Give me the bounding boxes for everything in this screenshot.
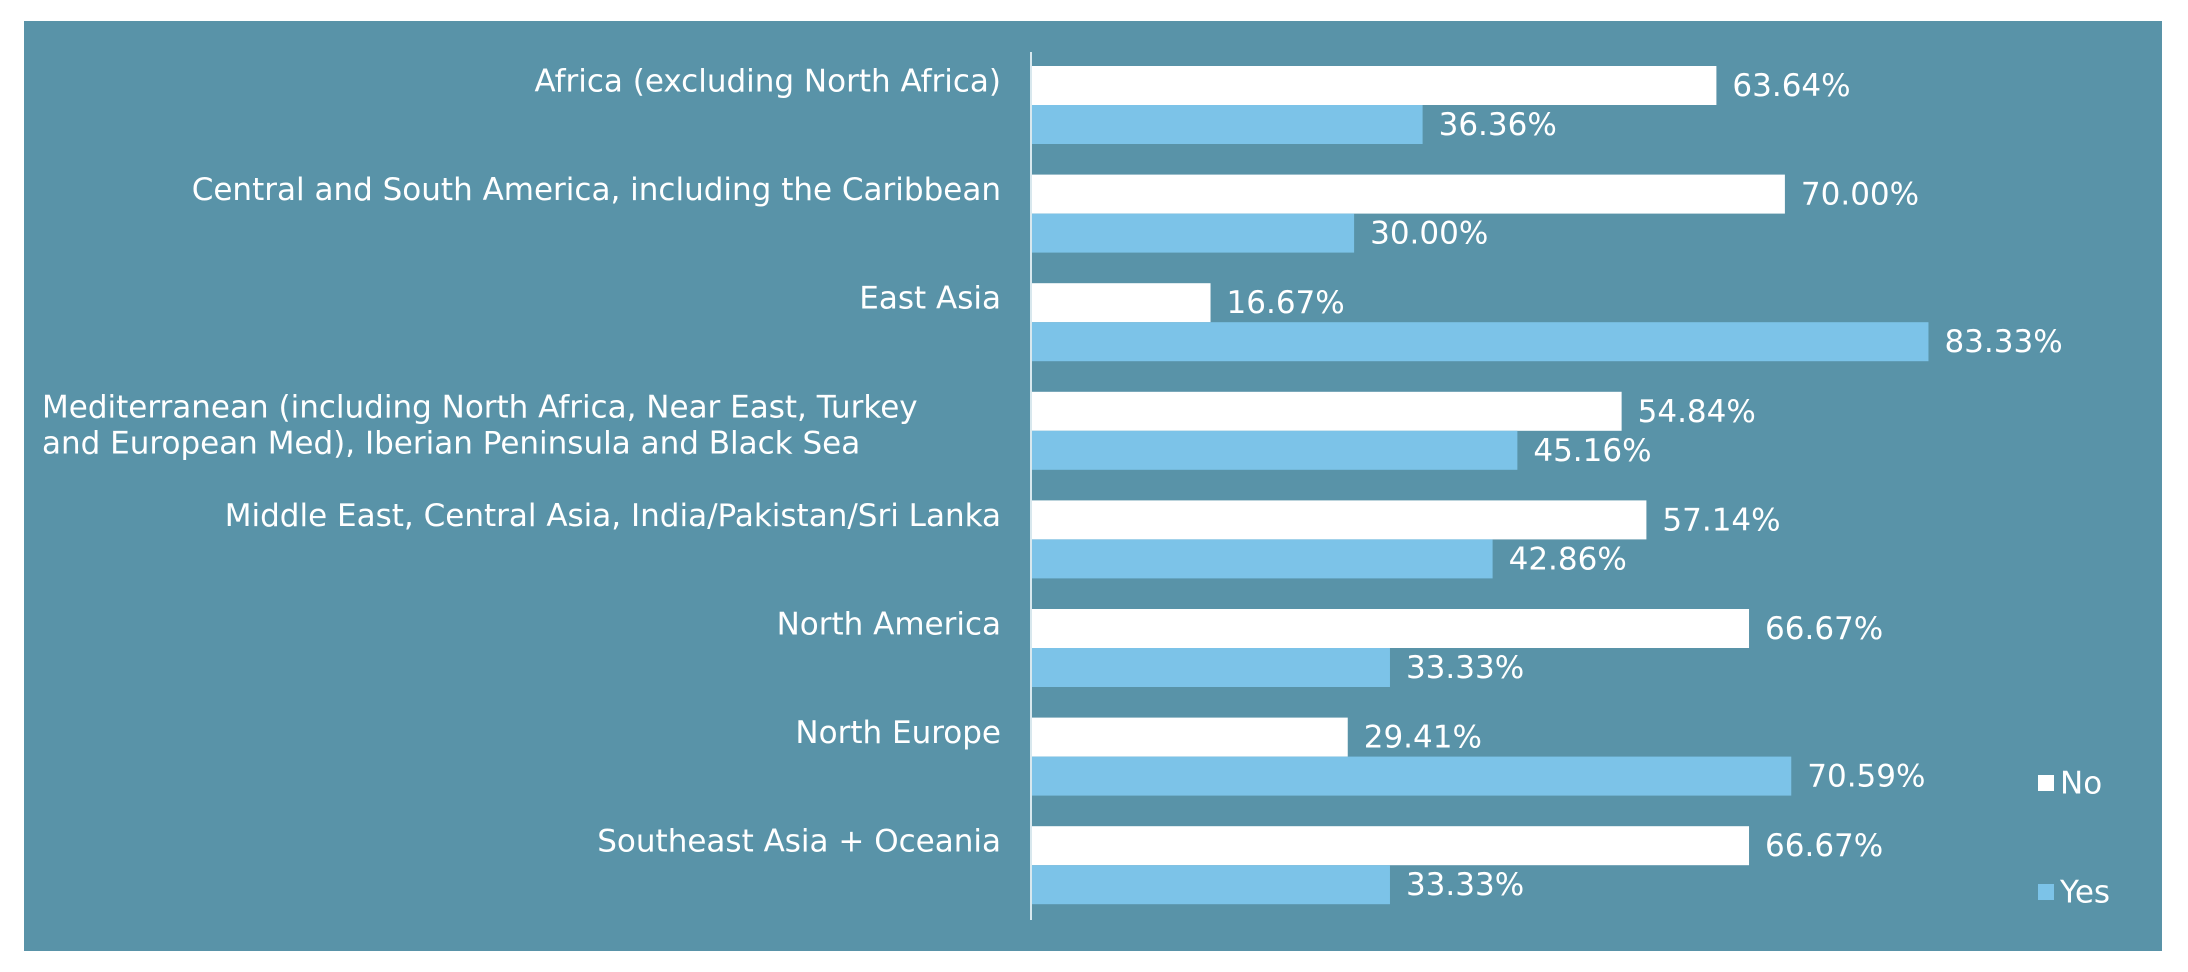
- category-label: Southeast Asia + Oceania: [597, 824, 1001, 860]
- data-label: 45.16%: [1533, 433, 1651, 469]
- category-label: North Europe: [795, 715, 1001, 751]
- data-label: 70.00%: [1801, 177, 1919, 213]
- category-label: Central and South America, including the…: [192, 172, 1001, 208]
- bar-yes: [1031, 539, 1493, 579]
- data-label: 42.86%: [1509, 541, 1627, 577]
- bar-yes: [1031, 105, 1423, 144]
- category-label: Middle East, Central Asia, India/Pakista…: [225, 498, 1001, 534]
- data-label: 16.67%: [1227, 285, 1345, 321]
- category-label: and European Med), Iberian Peninsula and…: [42, 425, 860, 461]
- bar-yes: [1031, 865, 1390, 905]
- category-label: North America: [777, 607, 1001, 643]
- data-label: 54.84%: [1638, 394, 1756, 430]
- data-label: 30.00%: [1370, 216, 1488, 252]
- labels-layer: Africa (excluding North Africa) 63.64% 36.…: [42, 64, 2063, 904]
- data-label: 66.67%: [1765, 611, 1883, 647]
- bar-no: [1031, 66, 1717, 105]
- legend-swatch-no: [2038, 775, 2054, 791]
- bar-no: [1031, 826, 1750, 866]
- legend: No Yes: [2038, 766, 2110, 911]
- data-label: 83.33%: [1944, 324, 2062, 360]
- legend-label-yes: Yes: [2059, 875, 2110, 911]
- legend-swatch-yes: [2038, 884, 2054, 900]
- bar-yes: [1031, 756, 1792, 796]
- bar-no: [1031, 174, 1785, 214]
- data-label: 36.36%: [1439, 107, 1557, 143]
- data-label: 33.33%: [1406, 650, 1524, 686]
- category-label: East Asia: [859, 281, 1001, 317]
- bar-no: [1031, 500, 1647, 540]
- bar-no: [1031, 717, 1348, 757]
- bar-no: [1031, 391, 1622, 431]
- data-label: 57.14%: [1662, 502, 1780, 538]
- data-label: 70.59%: [1807, 759, 1925, 795]
- data-label: 29.41%: [1364, 720, 1482, 756]
- bar-yes: [1031, 322, 1929, 362]
- bar-no: [1031, 609, 1750, 648]
- category-label: Africa (excluding North Africa): [534, 64, 1001, 100]
- data-label: 33.33%: [1406, 867, 1524, 903]
- bar-no: [1031, 283, 1211, 323]
- bar-yes: [1031, 648, 1390, 687]
- bar-yes: [1031, 213, 1355, 253]
- legend-label-no: No: [2060, 766, 2102, 802]
- data-label: 66.67%: [1765, 828, 1883, 864]
- bar-yes: [1031, 430, 1518, 470]
- bars-layer: [1031, 66, 1929, 905]
- data-label: 63.64%: [1732, 68, 1850, 104]
- category-label: Mediterranean (including North Africa, N…: [42, 389, 918, 425]
